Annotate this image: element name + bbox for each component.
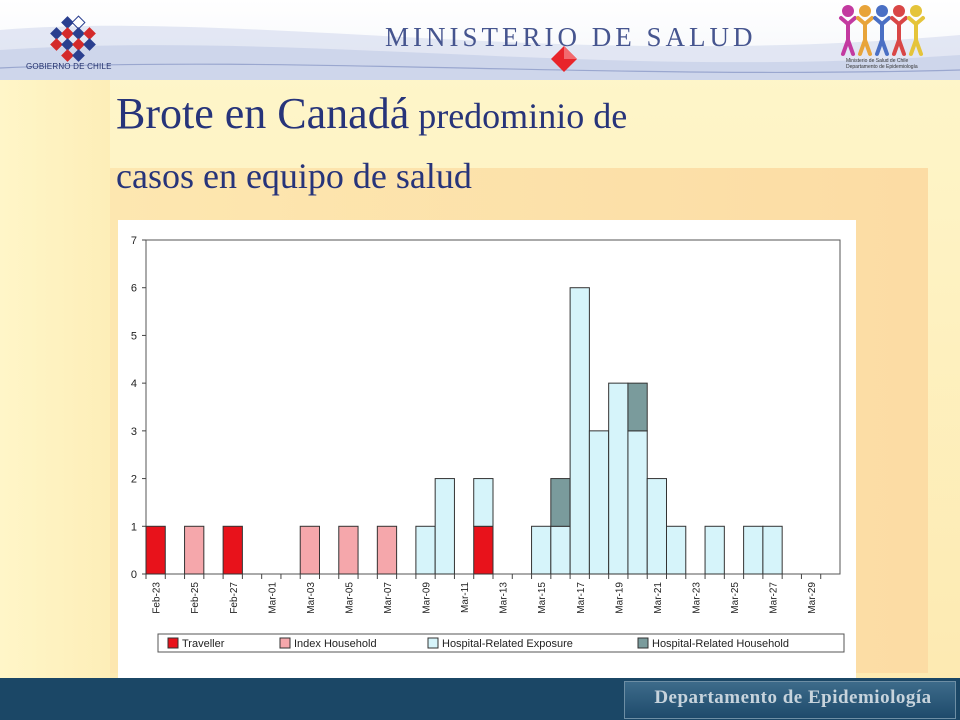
logo-caption-line1: Ministerio de Salud de Chile <box>846 58 909 64</box>
bar <box>627 430 648 575</box>
bar <box>145 525 166 575</box>
bar <box>569 287 590 575</box>
legend-swatch <box>167 637 179 649</box>
gobierno-de-chile-logo <box>50 15 96 62</box>
x-tick-label: Mar-01 <box>267 582 278 614</box>
slide-title: Brote en Canadá predominio de casos en e… <box>116 88 836 210</box>
y-tick-label: 5 <box>131 330 137 342</box>
legend-swatch <box>637 637 649 649</box>
x-tick-label: Mar-03 <box>306 582 317 614</box>
footer-department-box <box>624 681 956 719</box>
x-tick-label: Mar-21 <box>653 582 664 614</box>
legend-label: Hospital-Related Exposure <box>442 638 573 650</box>
bar <box>666 525 687 575</box>
bar <box>338 525 359 575</box>
bar <box>434 478 455 575</box>
bar <box>743 525 764 575</box>
x-tick-label: Mar-05 <box>344 582 355 614</box>
title-main: Brote en Canadá <box>116 89 410 138</box>
bar <box>184 525 205 575</box>
bar <box>376 525 398 575</box>
x-tick-label: Mar-17 <box>576 582 587 614</box>
title-sub-1: predominio de <box>409 96 628 136</box>
x-tick-label: Mar-29 <box>807 582 818 614</box>
bar <box>222 525 243 575</box>
bar <box>588 430 610 575</box>
x-tick-label: Mar-15 <box>537 582 548 614</box>
x-tick-label: Mar-25 <box>730 582 741 614</box>
legend-label: Index Household <box>294 638 377 650</box>
bar <box>473 525 494 575</box>
y-tick-label: 4 <box>131 378 137 390</box>
x-tick-label: Feb-27 <box>229 582 240 614</box>
logo-caption: Ministerio de Salud de Chile Departament… <box>846 58 918 70</box>
legend-swatch <box>279 637 291 649</box>
x-tick-label: Feb-25 <box>190 582 201 614</box>
x-tick-label: Mar-19 <box>614 582 625 614</box>
bar <box>704 525 725 575</box>
bar <box>762 525 783 575</box>
chart-container: 0 1 2 3 4 5 6 7 Feb-23 Feb-25 Feb-27 Mar-01 Mar-03 Ma… <box>118 220 856 680</box>
header-banner: GOBIERNO DE CHILE MINISTERIO DE SALUD Mi… <box>0 0 960 80</box>
y-tick-label: 7 <box>131 235 137 247</box>
legend-label: Traveller <box>182 638 225 650</box>
x-tick-label: Feb-23 <box>152 582 163 614</box>
bar <box>550 478 571 527</box>
bar <box>608 382 629 575</box>
gobierno-de-chile-text: GOBIERNO DE CHILE <box>26 62 112 71</box>
bar <box>646 478 668 575</box>
red-diamond-icon <box>551 46 577 72</box>
bar <box>550 525 571 575</box>
x-tick-label: Mar-07 <box>383 582 394 614</box>
y-tick-label: 6 <box>131 283 137 295</box>
x-tick-label: Mar-27 <box>769 582 780 614</box>
y-tick-label: 0 <box>131 569 137 581</box>
x-tick-label: Mar-13 <box>499 582 510 614</box>
header-swoosh <box>0 25 960 80</box>
left-sidebar-decoration <box>0 80 110 680</box>
ministry-name: MINISTERIO DE SALUD <box>385 22 757 52</box>
y-tick-label: 1 <box>131 521 137 533</box>
x-tick-label: Mar-11 <box>460 582 471 613</box>
footer-department-label: Departamento de Epidemiología <box>654 687 932 708</box>
bar <box>473 478 494 527</box>
y-tick-label: 3 <box>131 426 137 438</box>
bar <box>627 382 648 432</box>
epidemiologia-figures-logo <box>839 5 925 56</box>
bar <box>531 525 552 575</box>
y-tick-label: 2 <box>131 474 137 486</box>
chart-legend <box>157 633 845 653</box>
x-tick-label: Mar-09 <box>422 582 433 614</box>
bar <box>415 525 436 575</box>
legend-swatch <box>427 637 439 649</box>
epidemic-curve-chart: 0 1 2 3 4 5 6 7 Feb-23 Feb-25 Feb-27 Mar-01 Mar-03 Ma… <box>131 235 845 653</box>
logo-caption-line2: Departamento de Epidemiología <box>846 64 918 70</box>
x-tick-label: Mar-23 <box>691 582 702 614</box>
title-sub-2: casos en equipo de salud <box>116 156 472 196</box>
legend-label: Hospital-Related Household <box>652 638 789 650</box>
bar <box>299 525 321 575</box>
